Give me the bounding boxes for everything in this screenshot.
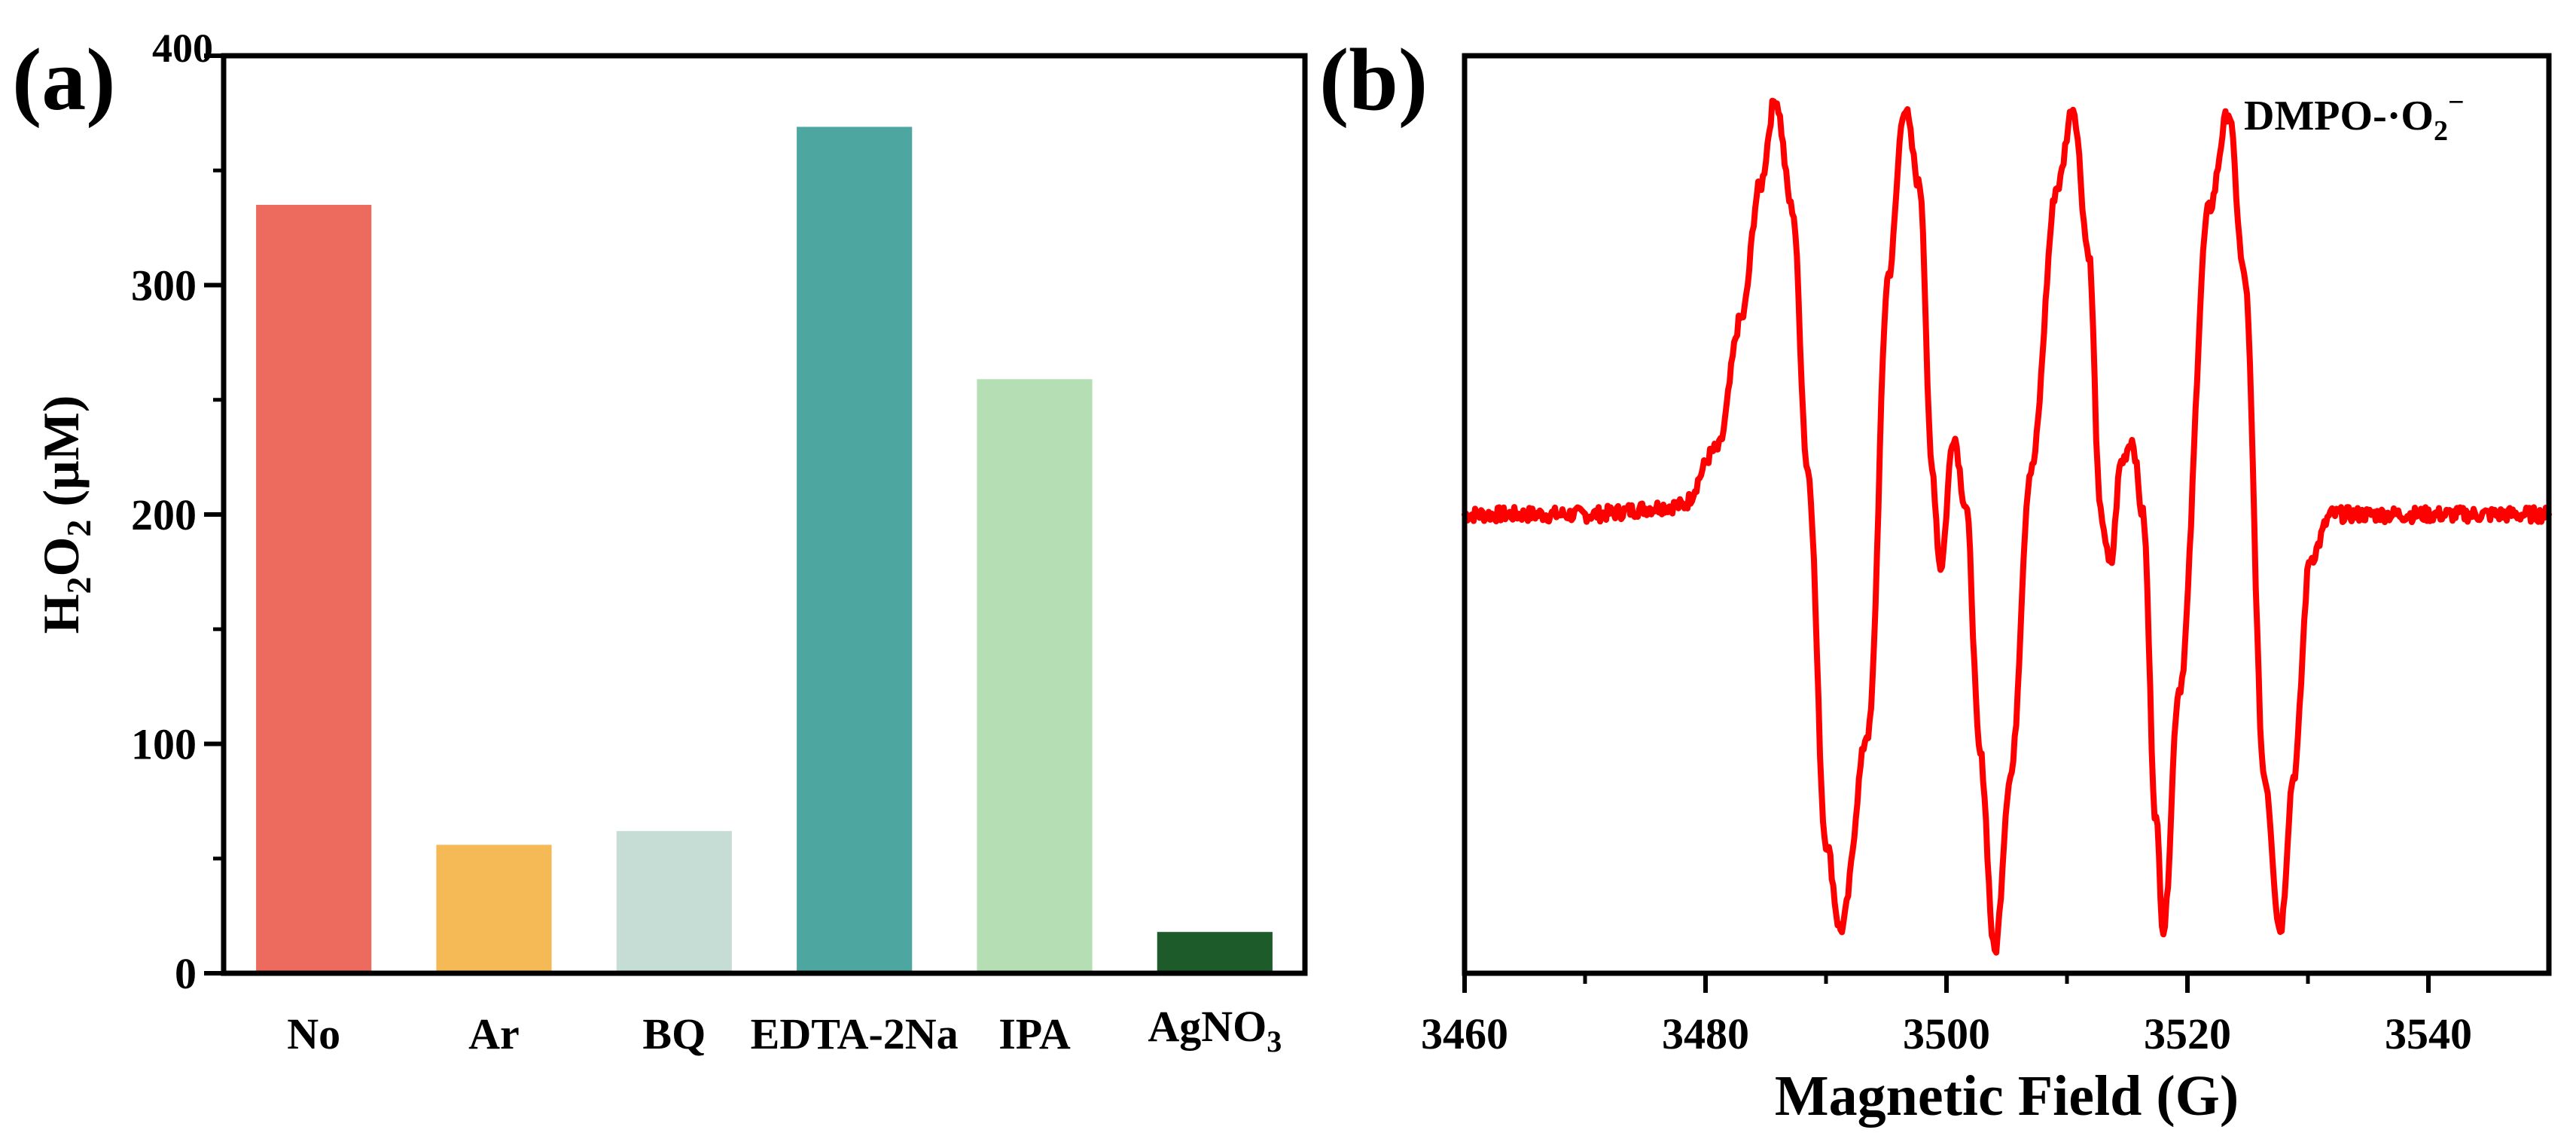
bar-ipa (977, 379, 1093, 974)
x-tick-label-bq: BQ (642, 1009, 706, 1058)
bar-bq (616, 831, 732, 973)
x-tick-label: 3500 (1903, 1009, 1990, 1058)
panel-b-label: (b) (1319, 30, 1428, 129)
y-tick-label: 200 (131, 490, 197, 539)
panel-a-label: (a) (12, 30, 116, 129)
y-label-h: H (32, 594, 90, 634)
panel-b-line-chart: (b) 3460 3480 3500 3520 3540 Magnetic Field … (1319, 30, 2552, 1128)
annotation-main: DMPO-·O (2244, 93, 2434, 139)
x-tick-label-text: EDTA-2Na (751, 1009, 959, 1058)
bar-edta-2na (797, 127, 913, 973)
x-tick-label-text: Ar (468, 1009, 520, 1058)
y-label-o: O (32, 537, 90, 577)
panel-a-bar-chart: (a) 0 100 200 300 400 No Ar BQ EDTA-2Na IPA AgNO3… (12, 26, 1308, 1058)
bar-ar (436, 844, 552, 973)
species-annotation: DMPO-·O2− (2244, 87, 2465, 147)
x-tick-label-agno3: AgNO3 (1148, 1002, 1282, 1058)
y-tick-label: 400 (152, 26, 213, 71)
x-tick-label-ipa: IPA (998, 1009, 1071, 1058)
bar-group (256, 127, 1273, 974)
x-tick-label-no: No (287, 1009, 340, 1058)
y-label-sub-2: 2 (59, 520, 98, 537)
x-tick-label-text: AgNO (1148, 1002, 1267, 1051)
annotation-sup: − (2448, 87, 2465, 118)
x-tick-label: 3540 (2385, 1009, 2472, 1058)
x-axis-label: Magnetic Field (G) (1775, 1064, 2239, 1128)
y-label-unit: (μM) (32, 395, 90, 520)
annotation-sub: 2 (2434, 115, 2448, 147)
panel-b-plot-frame (1462, 53, 2552, 976)
x-tick-label: 3520 (2144, 1009, 2231, 1058)
x-tick-label-text: BQ (642, 1009, 706, 1058)
x-axis-ticks: 3460 3480 3500 3520 3540 (1421, 973, 2472, 1058)
x-tick-label-edta-2na: EDTA-2Na (751, 1009, 959, 1058)
x-tick-label: 3480 (1662, 1009, 1749, 1058)
x-tick-label-subscript: 3 (1267, 1024, 1282, 1058)
x-tick-label-text: IPA (998, 1009, 1071, 1058)
x-tick-label: 3460 (1421, 1009, 1508, 1058)
y-tick-label: 0 (175, 949, 197, 998)
x-category-labels: No Ar BQ EDTA-2Na IPA AgNO3 (287, 1002, 1282, 1058)
x-tick-label-ar: Ar (468, 1009, 520, 1058)
y-label-sub-1: 2 (59, 577, 98, 594)
panel-a-plot-frame (221, 53, 1308, 976)
epr-spectrum-line (1462, 97, 2552, 956)
y-tick-label: 300 (131, 261, 197, 310)
bar-agno3 (1157, 932, 1273, 973)
bar-no (256, 204, 372, 973)
y-axis-label: H2O2 (μM) (32, 395, 98, 634)
y-axis-ticks: 0 100 200 300 400 (131, 26, 224, 998)
y-tick-label: 100 (131, 720, 197, 769)
x-tick-label-text: No (287, 1009, 340, 1058)
